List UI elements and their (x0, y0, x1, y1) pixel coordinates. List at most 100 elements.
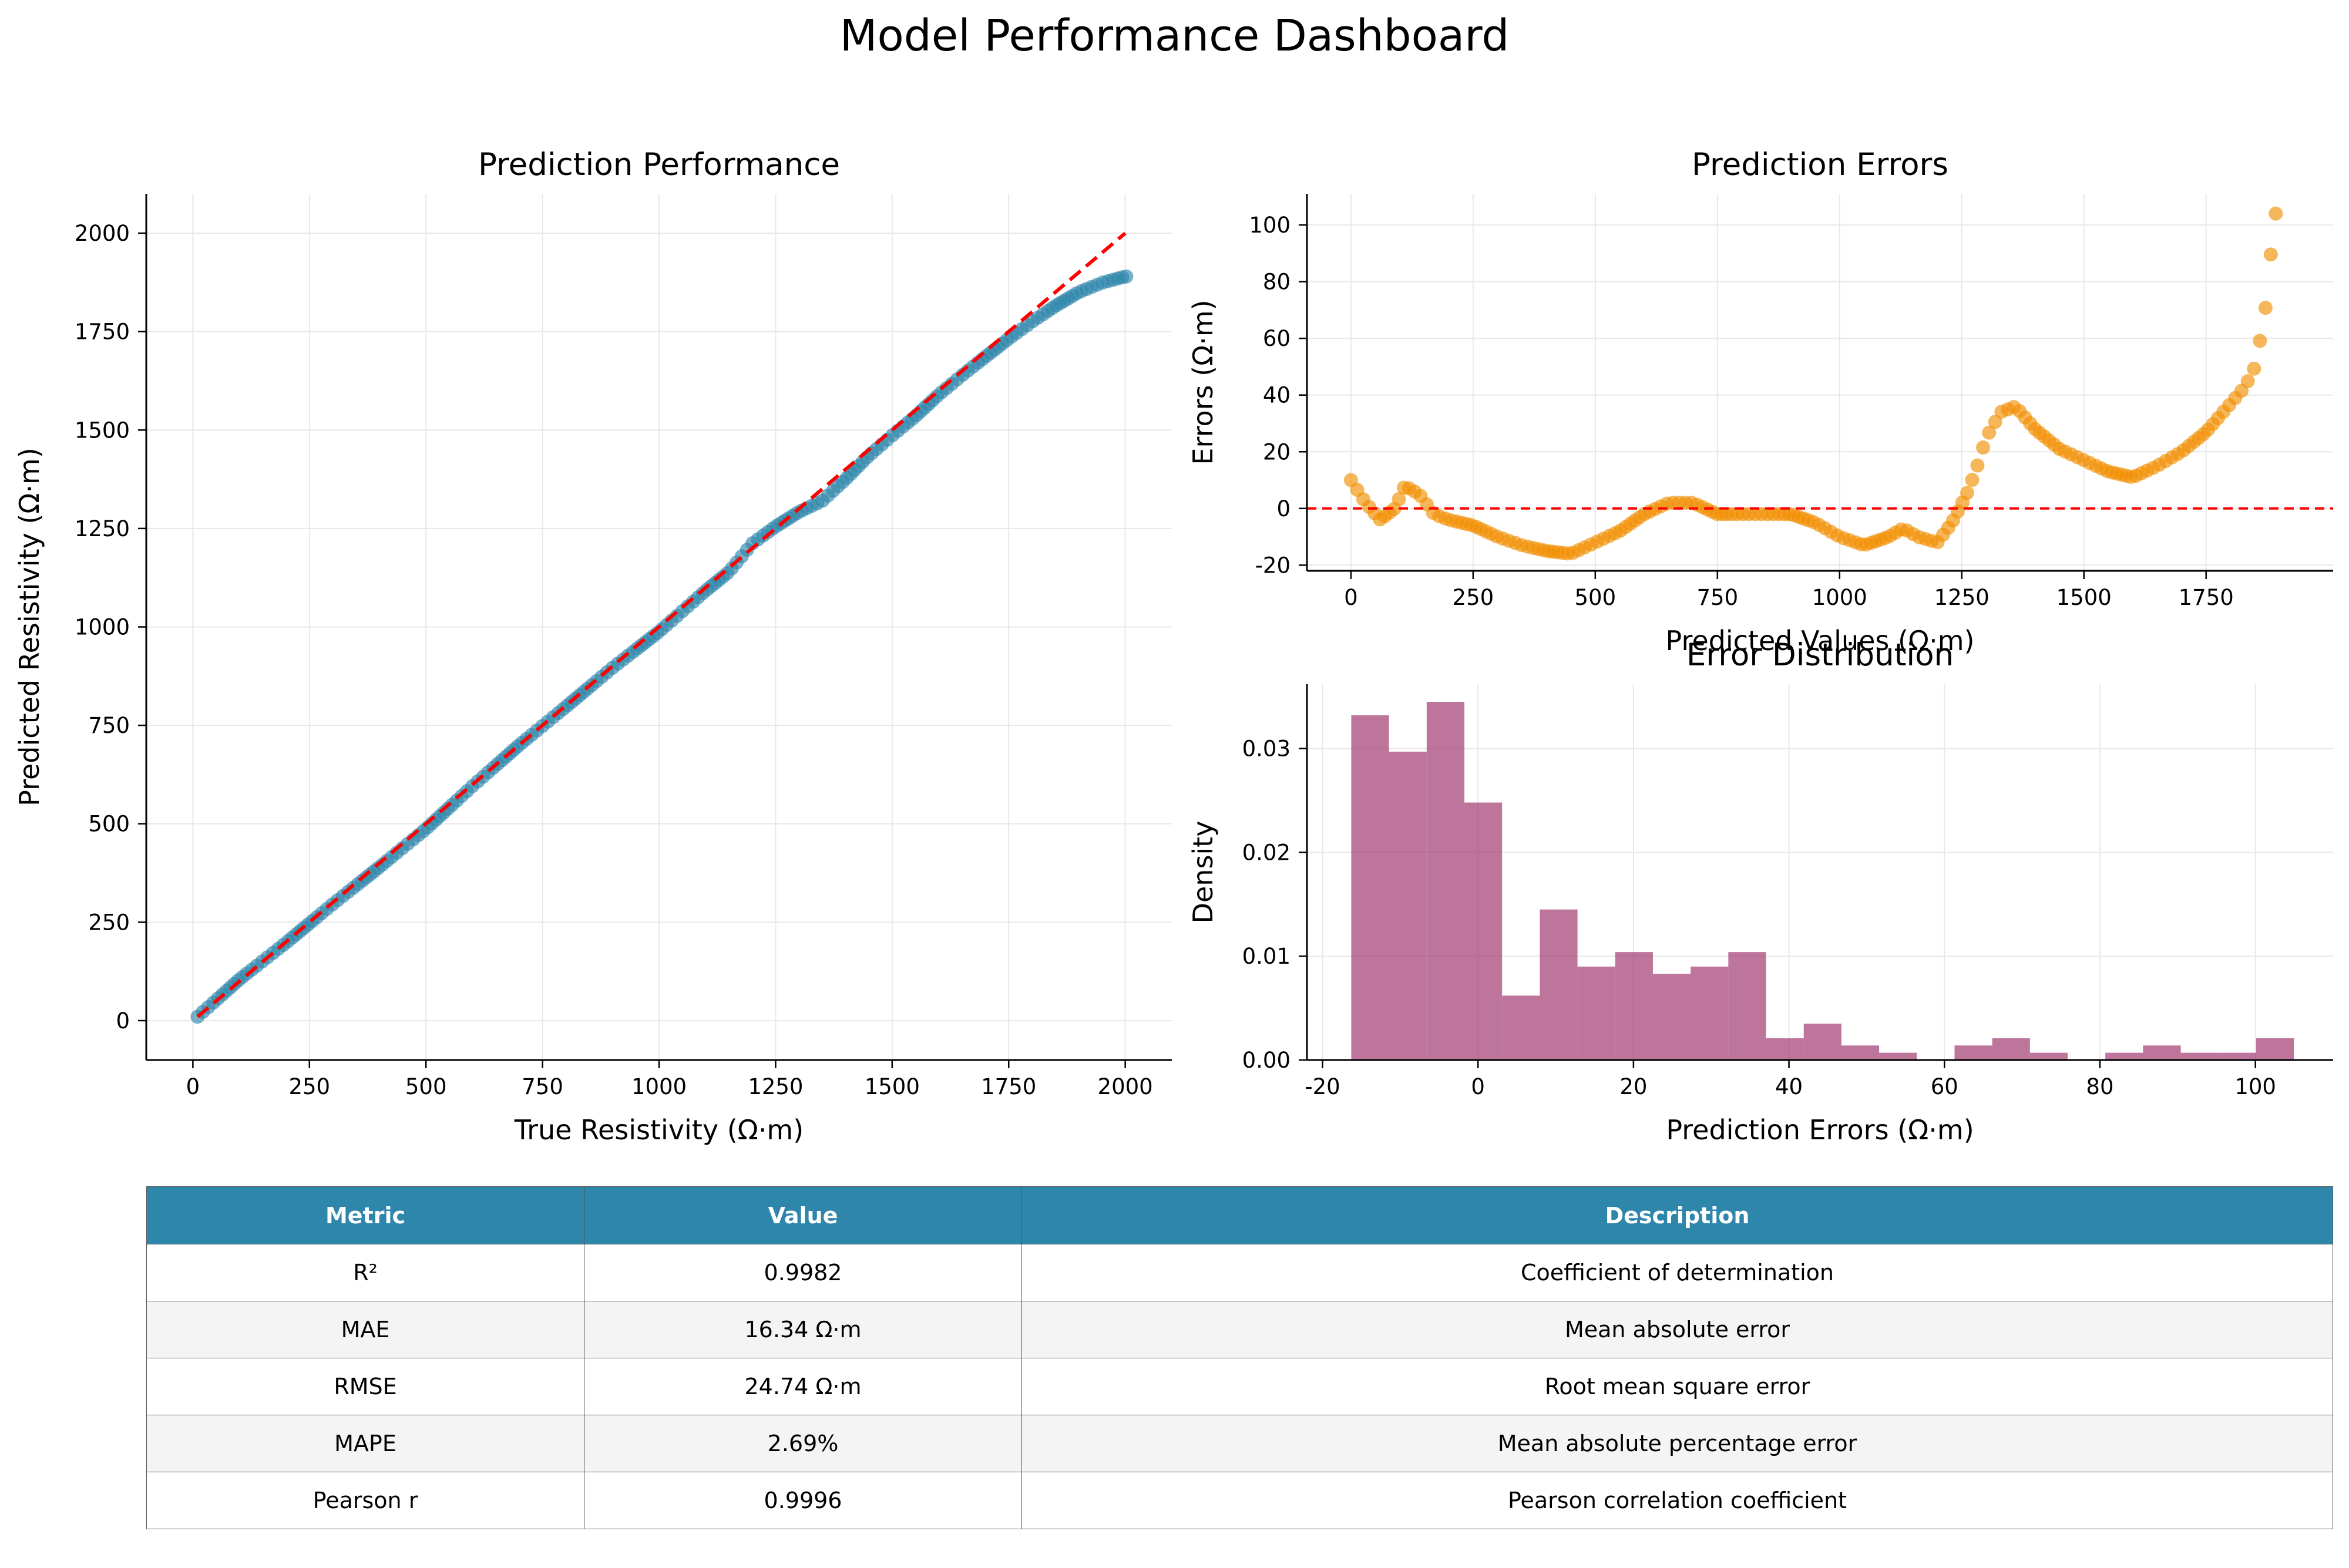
x-axis-label: True Resistivity (Ω·m) (514, 1114, 804, 1146)
histogram-bar (1992, 1038, 2030, 1060)
metric-cell: MAPE (146, 1415, 584, 1472)
chart-title: Prediction Errors (1692, 147, 1948, 183)
x-tick-label: 1000 (1812, 585, 1867, 610)
description-cell: Mean absolute error (1021, 1301, 2333, 1358)
description-cell: Pearson correlation coefficient (1021, 1472, 2333, 1529)
x-tick-label: 60 (1931, 1074, 1958, 1099)
data-point (2258, 301, 2273, 315)
value-cell: 0.9982 (584, 1244, 1022, 1301)
histogram-bar (1464, 802, 1503, 1060)
histogram-bar (2143, 1045, 2181, 1060)
metric-cell: RMSE (146, 1358, 584, 1415)
y-tick-label: 0.00 (1242, 1048, 1291, 1073)
y-tick-label: 1250 (75, 516, 130, 541)
y-tick-label: 250 (88, 910, 130, 935)
value-cell: 24.74 Ω·m (584, 1358, 1022, 1415)
metrics-table: Metric Value Description R² 0.9982 Coeff… (146, 1186, 2333, 1529)
histogram-bar (1954, 1045, 1992, 1060)
x-tick-label: 1250 (1934, 585, 1990, 610)
histogram-bar (1502, 995, 1540, 1060)
table-header-row: Metric Value Description (146, 1186, 2333, 1244)
histogram-bar (1691, 966, 1729, 1060)
data-point (1970, 458, 1985, 473)
x-tick-label: -20 (1305, 1074, 1340, 1099)
chart-title: Error Distribution (1686, 637, 1954, 673)
reference-line (196, 231, 1127, 1018)
y-tick-label: 2000 (75, 221, 130, 246)
chart-title: Prediction Performance (478, 147, 840, 183)
data-point (2247, 361, 2261, 376)
data-point (1960, 486, 1974, 500)
column-header-description: Description (1021, 1186, 2333, 1244)
x-tick-label: 250 (288, 1074, 330, 1099)
table-row: RMSE 24.74 Ω·m Root mean square error (146, 1358, 2333, 1415)
histogram-bar (1879, 1052, 1917, 1060)
data-point (2269, 206, 2283, 221)
histogram-bar (2218, 1052, 2256, 1060)
y-tick-label: 40 (1263, 383, 1291, 408)
table-row: Pearson r 0.9996 Pearson correlation coe… (146, 1472, 2333, 1529)
y-axis-label: Density (1187, 821, 1219, 924)
y-tick-label: 0.01 (1242, 944, 1291, 969)
histogram-bar (2256, 1038, 2294, 1060)
description-cell: Coefficient of determination (1021, 1244, 2333, 1301)
x-tick-label: 0 (1344, 585, 1358, 610)
histogram-bar (1615, 952, 1653, 1060)
histogram-bar (1766, 1038, 1804, 1060)
histogram-bar (1577, 966, 1615, 1060)
histogram-bar (2029, 1052, 2068, 1060)
prediction-performance-chart: 0 250 500 750 1000 1250 1500 1750 2000 0 250 500 750… (14, 147, 1172, 1146)
y-axis-label: Predicted Resistivity (Ω·m) (14, 447, 45, 806)
x-tick-label: 250 (1453, 585, 1494, 610)
data-point (1392, 492, 1406, 507)
data-point (1988, 415, 2002, 429)
x-tick-label: 1000 (631, 1074, 687, 1099)
y-tick-label: 60 (1263, 326, 1291, 351)
data-point (1982, 425, 1997, 440)
histogram-bar (1652, 974, 1691, 1060)
y-tick-label: 0 (116, 1008, 130, 1034)
y-tick-label: 0 (1276, 496, 1291, 521)
data-point (2263, 247, 2278, 262)
y-tick-label: 1000 (75, 615, 130, 640)
x-tick-label: 100 (2234, 1074, 2276, 1099)
y-tick-label: 750 (88, 713, 130, 738)
y-tick-label: -20 (1255, 553, 1291, 578)
y-tick-label: 20 (1263, 439, 1291, 465)
x-tick-label: 1500 (2056, 585, 2112, 610)
y-tick-label: 1500 (75, 418, 130, 443)
x-tick-label: 500 (1575, 585, 1617, 610)
x-tick-label: 2000 (1098, 1074, 1153, 1099)
table-row: MAE 16.34 Ω·m Mean absolute error (146, 1301, 2333, 1358)
x-tick-label: 750 (522, 1074, 563, 1099)
y-axis-label: Errors (Ω·m) (1187, 300, 1219, 465)
x-tick-label: 40 (1775, 1074, 1803, 1099)
table-row: R² 0.9982 Coefficient of determination (146, 1244, 2333, 1301)
histogram-bar (1351, 715, 1389, 1060)
data-point (1119, 269, 1134, 284)
x-axis-label: Prediction Errors (Ω·m) (1666, 1114, 1974, 1146)
x-tick-label: 0 (1471, 1074, 1485, 1099)
value-cell: 2.69% (584, 1415, 1022, 1472)
value-cell: 16.34 Ω·m (584, 1301, 1022, 1358)
data-point (2240, 374, 2255, 389)
description-cell: Root mean square error (1021, 1358, 2333, 1415)
histogram-bar (1540, 909, 1578, 1060)
y-tick-label: 0.03 (1242, 736, 1291, 762)
histogram-bar (1841, 1045, 1880, 1060)
page-title: Model Performance Dashboard (839, 11, 1510, 61)
data-point (2253, 334, 2267, 348)
y-tick-label: 100 (1249, 213, 1291, 238)
histogram-bar (1728, 952, 1766, 1060)
y-tick-label: 1750 (75, 319, 130, 345)
x-tick-label: 20 (1619, 1074, 1647, 1099)
metric-cell: Pearson r (146, 1472, 584, 1529)
column-header-metric: Metric (146, 1186, 584, 1244)
x-tick-label: 1500 (865, 1074, 920, 1099)
description-cell: Mean absolute percentage error (1021, 1415, 2333, 1472)
histogram-bar (1389, 751, 1427, 1060)
table-row: MAPE 2.69% Mean absolute percentage erro… (146, 1415, 2333, 1472)
histogram-bar (2105, 1052, 2143, 1060)
metric-cell: R² (146, 1244, 584, 1301)
x-tick-label: 750 (1696, 585, 1738, 610)
